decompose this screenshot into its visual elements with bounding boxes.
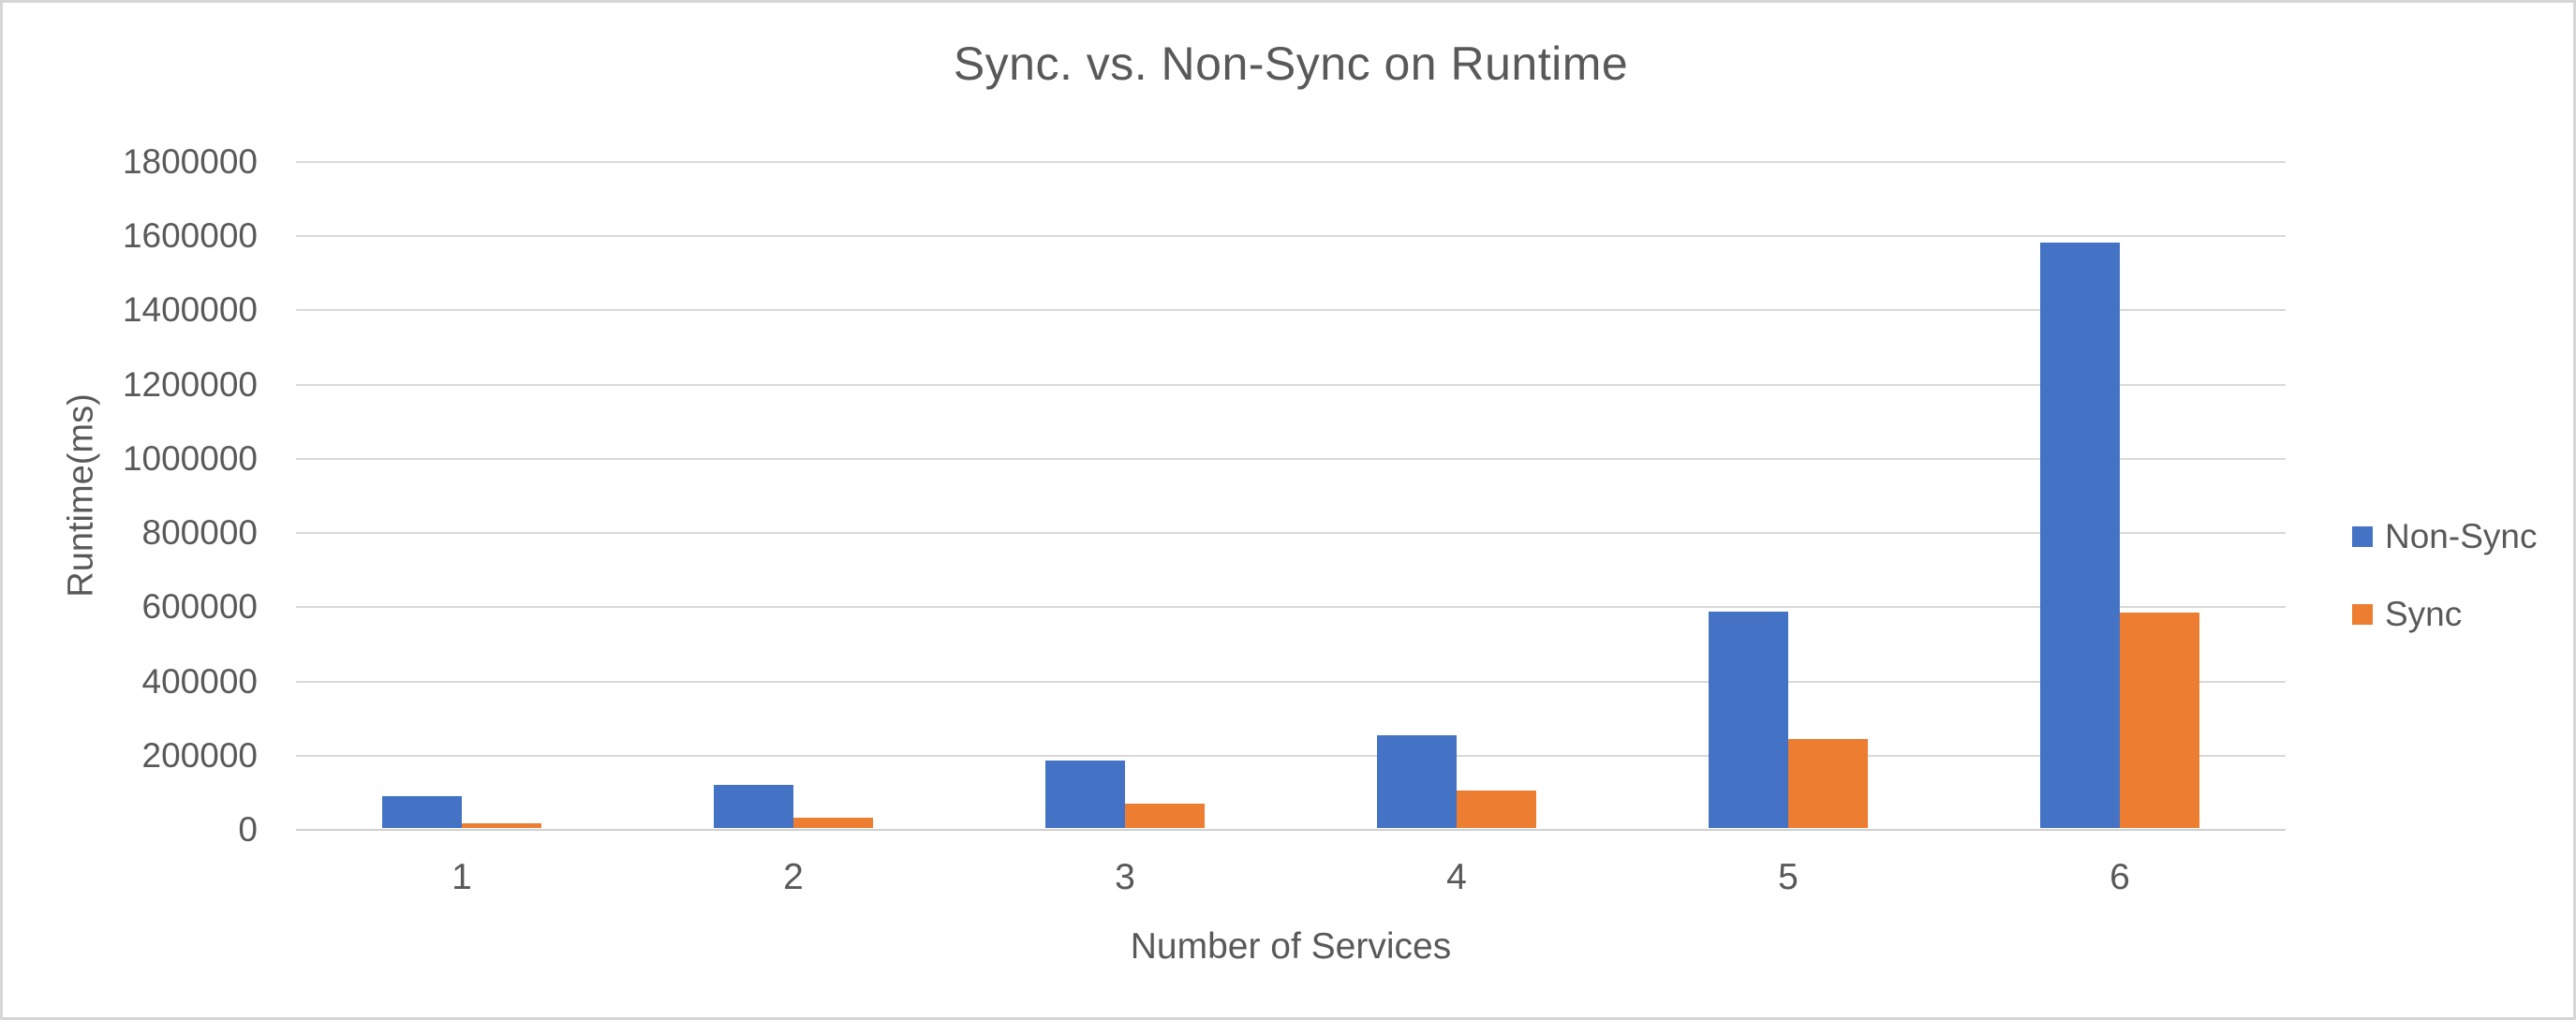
legend-label: Non-Sync <box>2385 517 2538 555</box>
chart-title: Sync. vs. Non-Sync on Runtime <box>953 37 1629 90</box>
x-tick-label: 4 <box>1446 857 1467 897</box>
gridline <box>296 383 2286 386</box>
y-tick-label: 800000 <box>141 513 258 553</box>
y-tick-label: 400000 <box>141 661 258 701</box>
gridline <box>296 235 2286 238</box>
x-axis-tick-labels: 1 2 3 4 5 6 <box>296 857 2286 900</box>
bar-non-sync-6[interactable] <box>2040 242 2120 828</box>
x-tick-label: 3 <box>1115 857 1135 897</box>
x-axis-line <box>296 829 2286 831</box>
gridline <box>296 754 2286 757</box>
y-tick-label: 1000000 <box>122 438 258 478</box>
bar-sync-5[interactable] <box>1788 738 1868 828</box>
bar-non-sync-2[interactable] <box>714 785 793 828</box>
y-tick-label: 600000 <box>141 587 258 627</box>
gridline <box>296 457 2286 460</box>
bar-sync-4[interactable] <box>1457 791 1536 828</box>
bar-non-sync-5[interactable] <box>1709 612 1788 828</box>
plot-area <box>296 161 2286 831</box>
y-tick-label: 0 <box>238 810 258 849</box>
gridline <box>296 680 2286 683</box>
gridline <box>296 532 2286 535</box>
bar-non-sync-4[interactable] <box>1377 734 1457 828</box>
legend: Non-Sync Sync <box>2352 517 2537 634</box>
x-tick-label: 6 <box>2110 857 2130 897</box>
bar-sync-3[interactable] <box>1125 804 1205 828</box>
legend-label: Sync <box>2385 595 2463 633</box>
bar-sync-2[interactable] <box>793 817 873 828</box>
y-tick-label: 1400000 <box>122 290 258 330</box>
bar-sync-6[interactable] <box>2120 613 2199 828</box>
x-tick-label: 5 <box>1778 857 1799 897</box>
x-axis-title: Number of Services <box>1130 926 1452 967</box>
legend-item-non-sync[interactable]: Non-Sync <box>2352 517 2537 556</box>
bar-non-sync-1[interactable] <box>382 796 462 828</box>
y-tick-label: 1800000 <box>122 142 258 181</box>
legend-swatch-icon <box>2352 604 2373 625</box>
bar-sync-1[interactable] <box>462 822 541 828</box>
y-axis-tick-labels: 0 200000 400000 600000 800000 1000000 1200000 1… <box>3 142 258 849</box>
y-tick-label: 200000 <box>141 735 258 775</box>
bar-non-sync-3[interactable] <box>1045 760 1125 828</box>
gridline <box>296 606 2286 609</box>
gridline <box>296 309 2286 312</box>
y-tick-label: 1600000 <box>122 216 258 256</box>
x-tick-label: 1 <box>452 857 472 897</box>
legend-swatch-icon <box>2352 526 2373 547</box>
legend-item-sync[interactable]: Sync <box>2352 595 2537 634</box>
y-tick-label: 1200000 <box>122 364 258 404</box>
gridline <box>296 161 2286 163</box>
x-tick-label: 2 <box>783 857 804 897</box>
